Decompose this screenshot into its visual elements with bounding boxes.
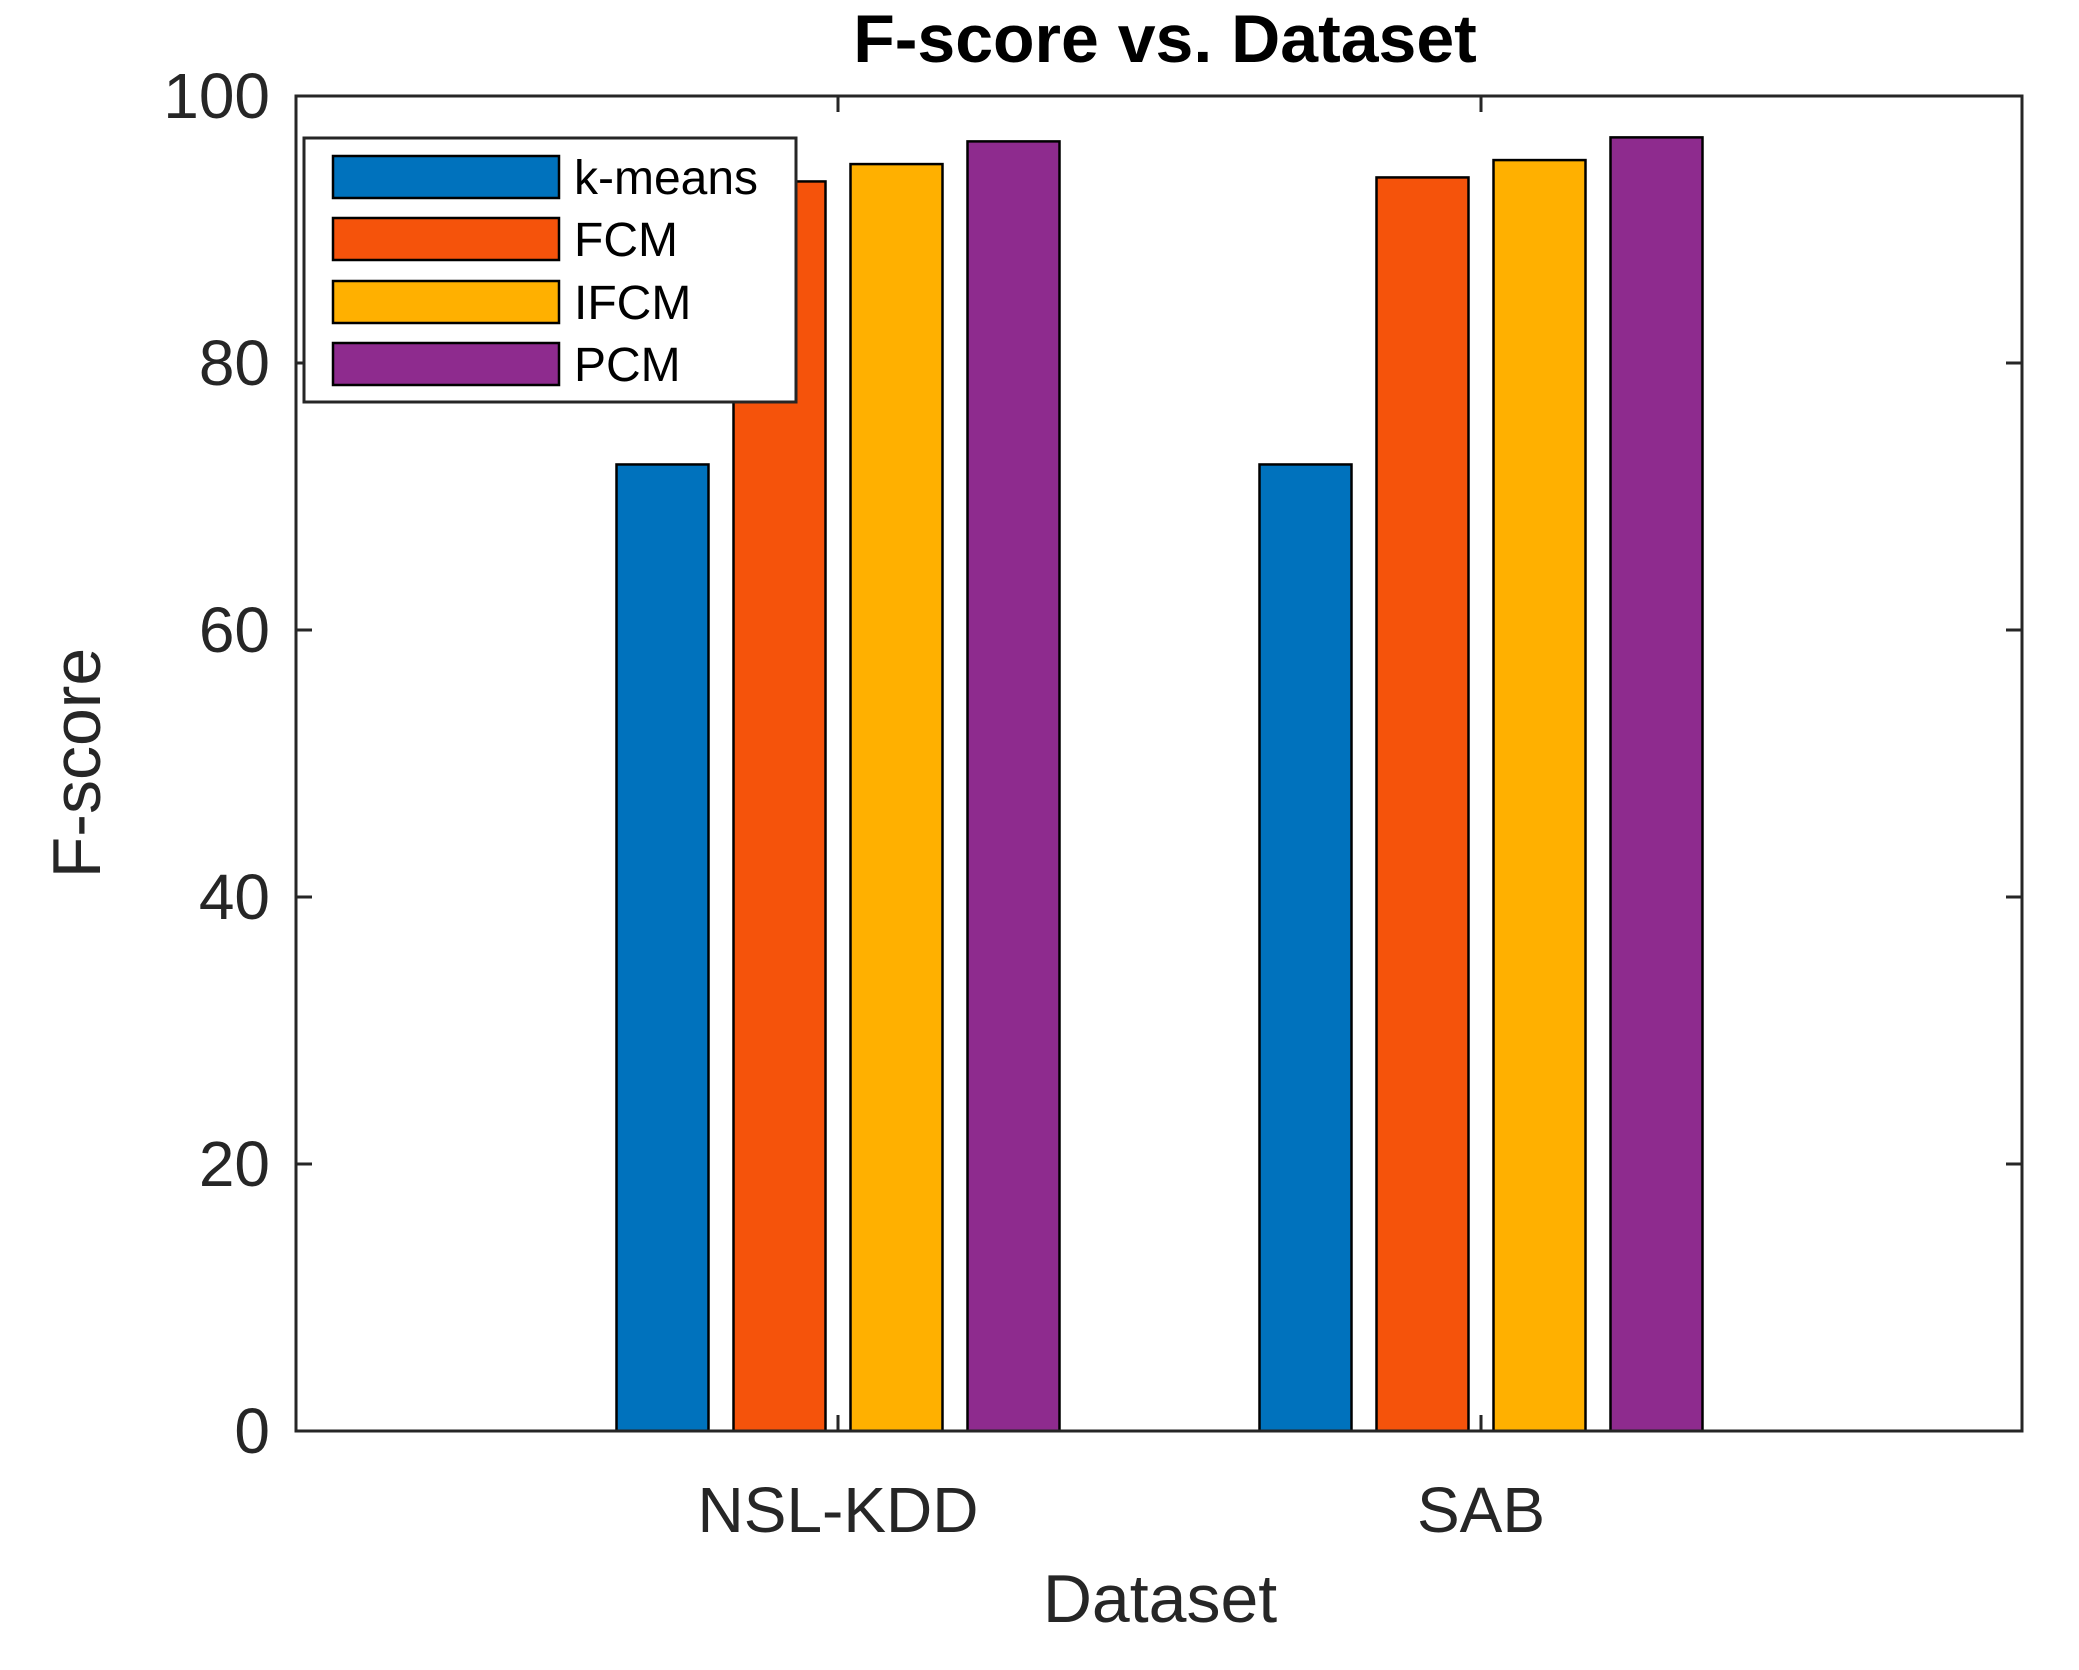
x-axis-ticks: NSL-KDD SAB (698, 96, 1545, 1546)
bar-pcm-nsl-kdd (966, 140, 1061, 1433)
x-axis-label: Dataset (1043, 1561, 1277, 1637)
bar-ifcm-sab (1492, 158, 1587, 1433)
bars-group (615, 136, 1704, 1433)
chart-title: F-score vs. Dataset (853, 1, 1477, 77)
legend-swatch (331, 154, 561, 200)
x-tick-label: SAB (1417, 1474, 1545, 1546)
y-tick-label: 80 (199, 327, 270, 399)
legend-swatch (331, 216, 561, 262)
x-tick-label: NSL-KDD (698, 1474, 979, 1546)
legend-swatch (331, 279, 561, 325)
bar-ifcm-nsl-kdd (849, 162, 944, 1433)
legend-label: IFCM (574, 277, 691, 330)
y-tick-label: 60 (199, 594, 270, 666)
y-tick-label: 0 (234, 1395, 270, 1467)
bar-k-means-sab (1258, 463, 1353, 1433)
bar-k-means-nsl-kdd (615, 463, 710, 1433)
y-tick-label: 40 (199, 861, 270, 933)
legend-label: k-means (574, 152, 758, 205)
bar-pcm-sab (1609, 136, 1704, 1433)
legend-label: FCM (574, 214, 678, 267)
y-axis-ticks: 0 20 40 60 80 100 (163, 60, 2022, 1467)
y-axis-label: F-score (39, 648, 115, 878)
plot-area-frame (294, 94, 2024, 1433)
bar-fcm-sab (1375, 176, 1470, 1433)
y-tick-label: 100 (163, 60, 270, 132)
legend-label: PCM (574, 339, 681, 392)
legend: k-means FCM IFCM PCM (302, 136, 798, 404)
y-tick-label: 20 (199, 1128, 270, 1200)
legend-swatch (331, 341, 561, 387)
